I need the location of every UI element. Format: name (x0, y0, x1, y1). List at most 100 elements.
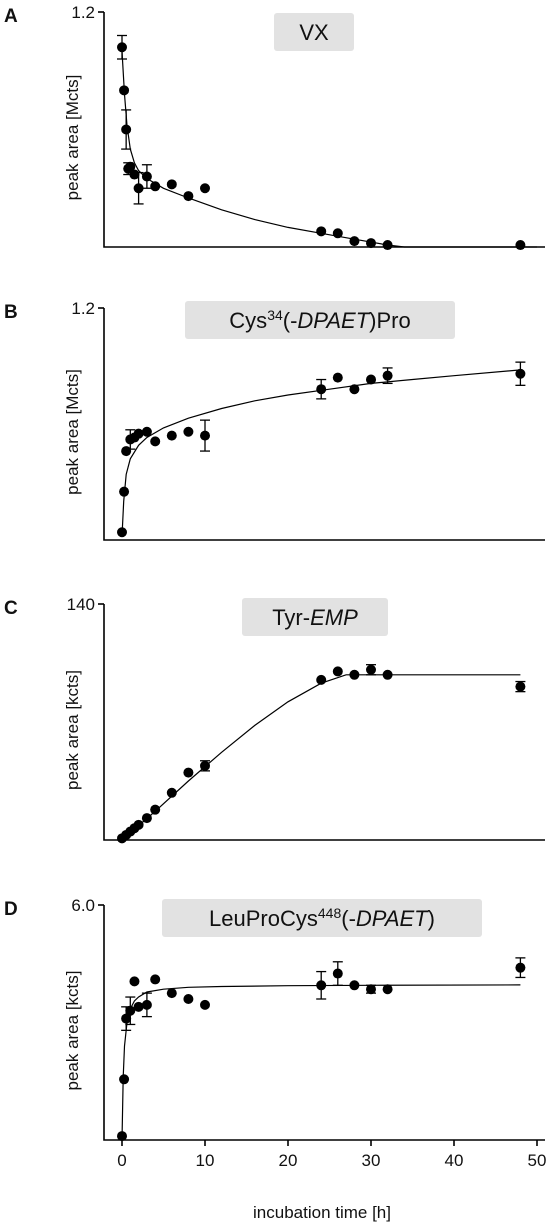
x-tick-label: 50 (528, 1151, 547, 1170)
data-point (349, 384, 360, 395)
fit-curve (121, 984, 521, 1141)
panel-b: B 1.2 peak area [Mcts] Cys34(-DPAET)Pro (4, 299, 545, 541)
axis-lines (103, 12, 545, 248)
title-box (185, 301, 455, 339)
data-point (117, 42, 127, 53)
panel-c: C 140 peak area [kcts] Tyr-EMP (4, 595, 545, 844)
data-point (121, 124, 132, 135)
data-point (150, 804, 161, 815)
data-point (200, 183, 210, 194)
title-box (162, 899, 482, 937)
y-tick-label: 6.0 (71, 896, 95, 915)
data-point (166, 787, 177, 798)
data-point (133, 819, 144, 830)
data-point (183, 767, 194, 778)
y-axis-label: peak area [Mcts] (63, 75, 82, 201)
data-point (183, 426, 194, 437)
y-axis-label: peak area [kcts] (63, 970, 82, 1090)
data-point (366, 374, 376, 385)
fit-curve (121, 369, 521, 537)
y-axis-label: peak area [kcts] (63, 670, 82, 790)
data-point (382, 669, 393, 680)
data-point (150, 181, 161, 192)
axis-lines (103, 308, 545, 541)
panel-letter: C (4, 598, 18, 619)
data-point (382, 984, 393, 995)
fit-curve (121, 51, 537, 248)
data-point (133, 183, 144, 194)
data-point (349, 980, 360, 991)
data-point (515, 962, 526, 973)
data-point (382, 370, 393, 381)
data-point (141, 813, 152, 824)
x-axis-label: incubation time [h] (253, 1203, 391, 1222)
data-point (117, 527, 127, 538)
y-tick-label: 1.2 (71, 299, 95, 318)
data-point (515, 240, 526, 251)
data-point (515, 681, 526, 692)
data-point (166, 988, 177, 999)
data-point (316, 674, 327, 685)
data-point (200, 430, 210, 441)
data-point (133, 428, 144, 439)
data-point (332, 666, 343, 677)
data-point (133, 1001, 144, 1012)
panel-letter: B (4, 302, 18, 323)
data-point (332, 968, 343, 979)
data-point (349, 669, 360, 680)
title-box (242, 598, 388, 636)
data-point (166, 179, 177, 190)
y-tick-label: 1.2 (71, 3, 95, 22)
data-point (183, 994, 194, 1004)
x-tick-label: 0 (117, 1151, 126, 1170)
data-point (200, 999, 210, 1010)
panel-d: D 6.0 peak area [kcts] LeuProCys448(-DPAET)… (4, 896, 546, 1222)
chart-title: LeuProCys448(-DPAET) (209, 905, 435, 931)
data-point (121, 446, 132, 457)
data-point (119, 85, 130, 96)
panel-letter: D (4, 899, 18, 920)
chart-title: Cys34(-DPAET)Pro (229, 307, 410, 333)
title-box (274, 13, 354, 51)
x-tick-label: 20 (279, 1151, 298, 1170)
data-point (366, 238, 376, 249)
data-point (125, 1005, 136, 1016)
data-point (316, 226, 327, 237)
data-point (366, 664, 376, 675)
x-tick-label: 40 (445, 1151, 464, 1170)
data-point (119, 1074, 130, 1085)
axis-lines (103, 604, 545, 841)
data-point (117, 1131, 127, 1142)
data-point (150, 974, 161, 985)
axis-lines (103, 905, 545, 1141)
data-point (183, 191, 194, 202)
data-point (316, 980, 327, 991)
data-point (141, 171, 152, 182)
y-tick-label: 140 (67, 595, 95, 614)
data-point (316, 384, 327, 395)
data-point (129, 169, 140, 180)
data-point (515, 368, 526, 379)
data-point (200, 760, 210, 771)
chart-title: VX (299, 20, 329, 45)
data-point (150, 436, 161, 447)
data-point (141, 999, 152, 1010)
data-point (141, 426, 152, 437)
data-point (332, 228, 343, 239)
y-axis-label: peak area [Mcts] (63, 369, 82, 495)
data-point (129, 976, 140, 987)
panel-letter: A (4, 6, 18, 27)
data-point (349, 236, 360, 247)
data-point (332, 372, 343, 383)
data-point (382, 240, 393, 251)
data-point (121, 1013, 132, 1024)
data-point (166, 430, 177, 441)
panel-a: A 1.2 peak area [Mcts] VX (4, 3, 545, 251)
x-tick-label: 30 (362, 1151, 381, 1170)
data-point (366, 984, 376, 995)
chart-title: Tyr-EMP (272, 605, 358, 630)
data-point (125, 161, 136, 172)
data-point (119, 486, 130, 497)
fit-curve (121, 674, 521, 841)
